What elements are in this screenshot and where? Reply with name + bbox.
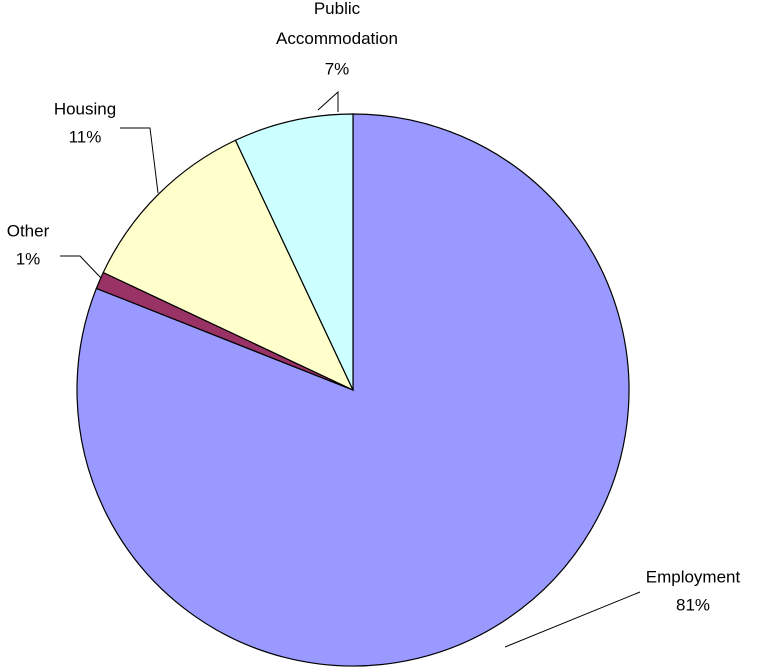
category-label: Employment bbox=[646, 567, 741, 586]
value-label: 81% bbox=[676, 595, 710, 614]
leader-line bbox=[317, 90, 339, 112]
value-label: 1% bbox=[16, 249, 41, 268]
category-label: Public Accommodation bbox=[276, 0, 398, 48]
pie-slice bbox=[234, 113, 354, 391]
value-label: 11% bbox=[69, 127, 102, 146]
leader-line bbox=[60, 255, 102, 279]
pie-slice bbox=[102, 139, 355, 392]
slice-label: Housing 11% bbox=[54, 99, 116, 146]
category-label: Housing bbox=[54, 99, 116, 118]
slice-label: Public Accommodation 7% bbox=[276, 0, 398, 78]
leader-line bbox=[504, 591, 641, 648]
leader-line bbox=[120, 127, 159, 194]
category-label: Other bbox=[7, 221, 50, 240]
slice-label: Other 1% bbox=[7, 221, 50, 268]
value-label: 7% bbox=[325, 59, 350, 78]
slice-label: Employment 81% bbox=[646, 567, 741, 614]
